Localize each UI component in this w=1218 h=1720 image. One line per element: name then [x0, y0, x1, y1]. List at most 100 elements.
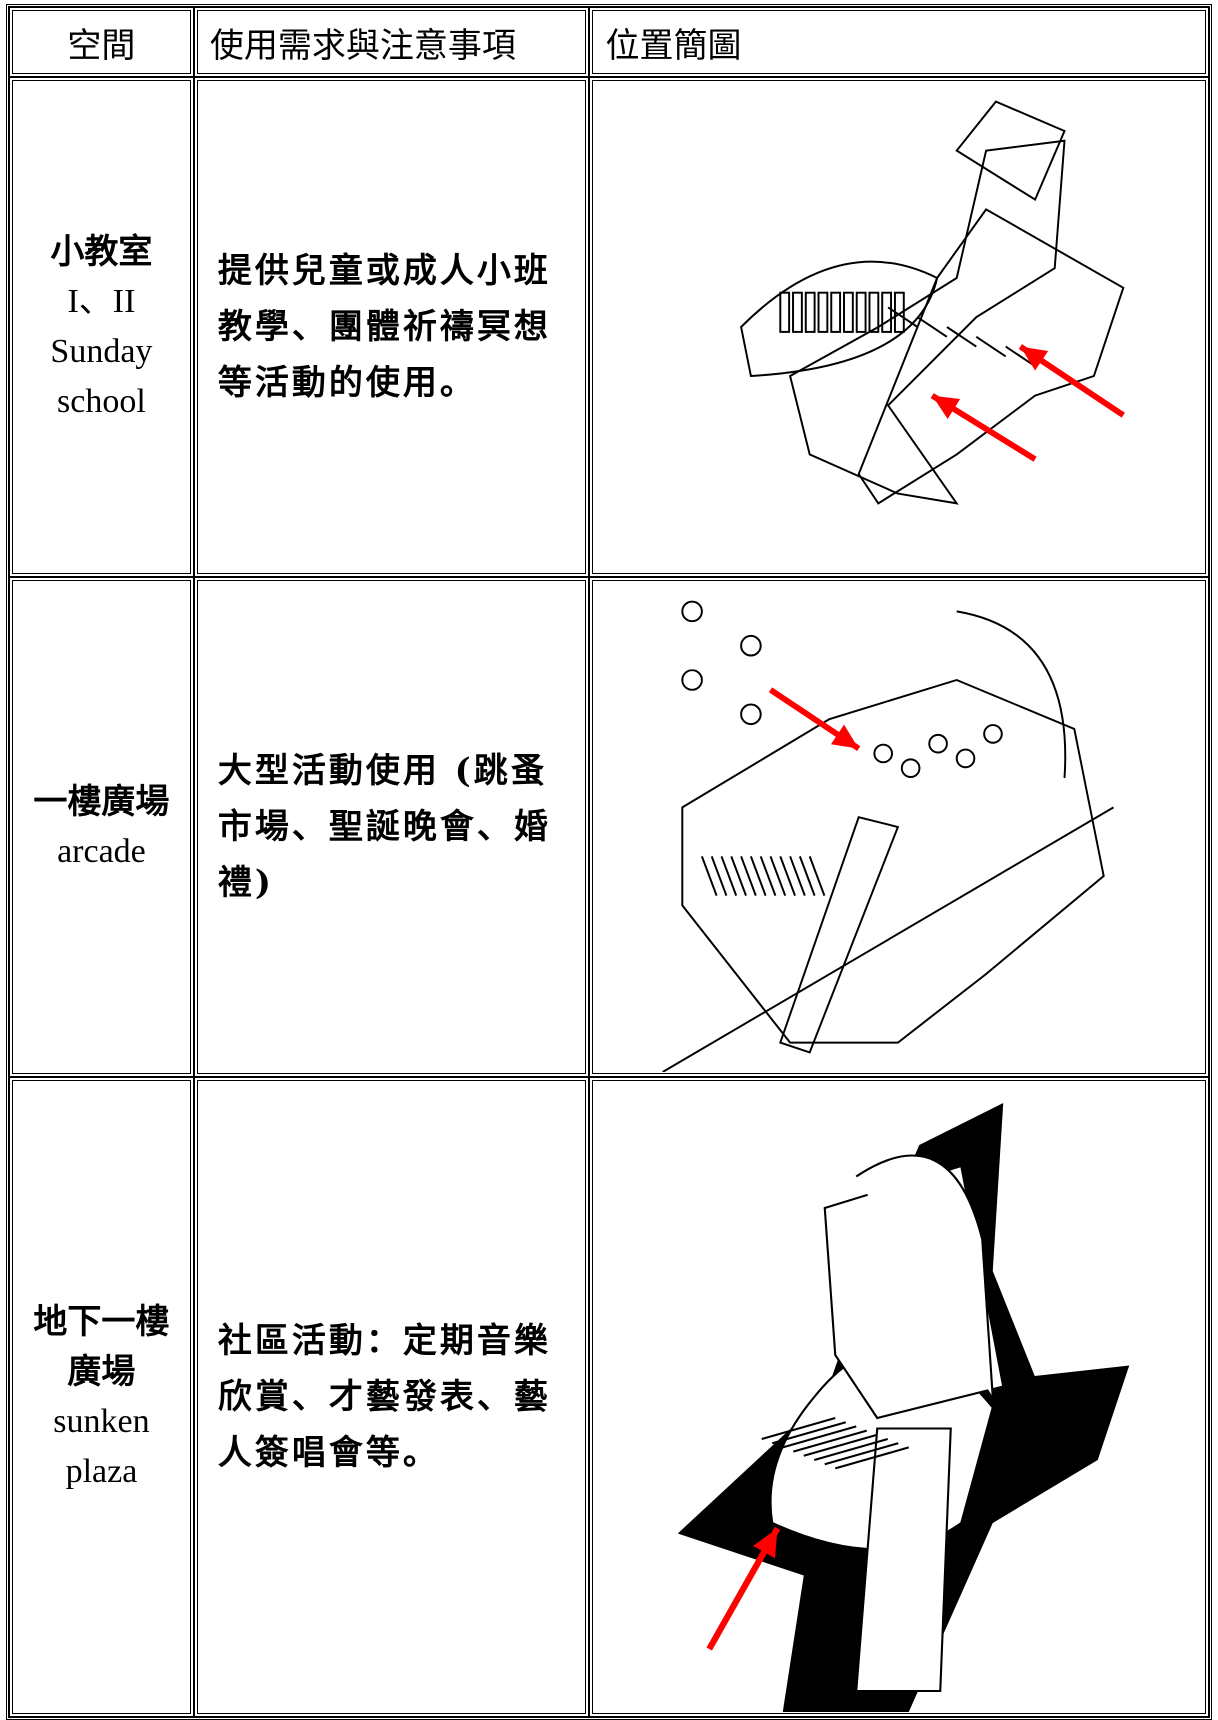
header-cell: 使用需求與注意事項 — [193, 7, 590, 77]
tower — [955, 100, 1067, 202]
nave — [740, 260, 939, 378]
floor-plan — [662, 600, 1115, 1072]
tree — [681, 669, 704, 691]
description-cell: 社區活動：定期音樂 欣賞、才藝發表、藝 人簽唱會等。 — [193, 1077, 590, 1717]
seat — [814, 1437, 889, 1462]
table-row: 一樓廣場 arcade 大型活動使用 (跳蚤 市場、聖誕晚會、婚 禮) — [9, 577, 1209, 1077]
column — [928, 733, 949, 754]
curve — [856, 1154, 995, 1398]
arrow-head — [831, 724, 860, 749]
space-cell: 小教室 I、II Sunday school — [9, 77, 194, 577]
pew — [868, 291, 880, 333]
table: 空間 使用需求與注意事項 位置簡圖 小教室 I、II Sunday school 提供兒… — [6, 4, 1212, 1720]
location-diagram — [740, 100, 1126, 505]
stair — [760, 856, 777, 896]
location-diagram — [678, 1103, 1130, 1712]
stair — [750, 856, 767, 896]
space-line: 小教室 — [50, 232, 153, 272]
description-line: 人簽唱會等。 — [217, 1433, 440, 1473]
pew — [843, 291, 855, 333]
stair — [740, 856, 758, 896]
description-cell: 提供兒童或成人小班 教學、團體祈禱冥想 等活動的使用。 — [193, 77, 590, 577]
pew — [779, 291, 791, 333]
space-line: 地下一樓 — [33, 1302, 170, 1342]
stair — [789, 856, 807, 896]
stair — [809, 856, 826, 896]
edge — [662, 806, 1115, 1072]
pew — [881, 291, 893, 333]
description-line: 社區活動：定期音樂 — [217, 1321, 551, 1361]
column — [873, 743, 894, 764]
description-line: 等活動的使用。 — [217, 363, 477, 403]
east-wing — [858, 208, 1125, 505]
stair — [730, 856, 748, 896]
header-cell: 空間 — [9, 7, 194, 77]
floor-plan — [761, 1154, 1005, 1693]
description-line: 大型活動使用 (跳蚤 — [217, 751, 548, 791]
description-line: 提供兒童或成人小班 — [217, 251, 551, 291]
column — [956, 748, 976, 769]
seat — [803, 1433, 879, 1457]
description-line: 教學、團體祈禱冥想 — [217, 307, 551, 347]
hatch — [888, 306, 919, 328]
pew — [830, 291, 842, 333]
arrow-head — [753, 1528, 778, 1559]
floor-plan — [740, 100, 1125, 505]
seat — [782, 1425, 858, 1449]
hatch — [976, 335, 1007, 358]
stair — [799, 856, 816, 896]
hatch — [917, 316, 948, 338]
wing — [789, 139, 1067, 505]
corridor — [855, 1427, 953, 1693]
pew — [792, 291, 804, 333]
tree — [740, 634, 763, 657]
hatch — [946, 326, 978, 348]
space-cell: 一樓廣場 arcade — [9, 577, 194, 1077]
space-line: arcade — [57, 833, 146, 870]
building — [681, 678, 1106, 1044]
description-line: 欣賞、才藝發表、藝 — [217, 1377, 551, 1417]
stair — [779, 856, 797, 896]
description-line: 禮) — [217, 863, 274, 903]
seat — [835, 1446, 910, 1470]
pew — [818, 291, 829, 333]
description-line: 市場、聖誕晚會、婚 — [217, 807, 551, 847]
pew — [856, 291, 868, 333]
description-cell: 大型活動使用 (跳蚤 市場、聖誕晚會、婚 禮) — [193, 577, 590, 1077]
stair — [701, 856, 718, 896]
pew — [805, 291, 817, 333]
space-line: 廣場 — [67, 1352, 136, 1392]
tree — [740, 703, 763, 726]
space-line: sunken — [53, 1403, 150, 1440]
tree — [681, 600, 704, 623]
space-line: I、II — [67, 283, 136, 320]
seat — [772, 1421, 847, 1445]
space-cell: 地下一樓廣場 sunken plaza — [9, 1077, 194, 1717]
seat — [793, 1429, 868, 1453]
stair — [770, 856, 787, 896]
column — [983, 724, 1004, 744]
header-cell: 位置簡圖 — [589, 7, 1209, 77]
column — [901, 758, 921, 778]
seat — [824, 1442, 900, 1466]
location-diagram — [662, 600, 1115, 1072]
image-cell — [589, 1077, 1209, 1717]
space-line: Sunday — [50, 333, 153, 370]
table-row: 地下一樓廣場 sunken plaza 社區活動：定期音樂 欣賞、才藝發表、藝 人簽唱會等… — [9, 1077, 1209, 1717]
ramp — [779, 816, 900, 1054]
arc — [957, 610, 1067, 779]
table-row: 小教室 I、II Sunday school 提供兒童或成人小班 教學、團體祈禱冥想 等活動… — [9, 77, 1209, 577]
header-row: 空間 使用需求與注意事項 位置簡圖 — [9, 7, 1209, 77]
arrow-head — [932, 395, 961, 420]
space-line: school — [57, 383, 146, 420]
hatch — [1005, 345, 1037, 368]
stair — [721, 856, 738, 896]
arrow-head — [1020, 346, 1049, 371]
image-cell — [589, 77, 1209, 577]
image-cell — [589, 577, 1209, 1077]
seat — [761, 1416, 837, 1441]
space-line: 一樓廣場 — [33, 782, 170, 822]
space-line: plaza — [65, 1453, 138, 1490]
stair — [711, 856, 728, 896]
